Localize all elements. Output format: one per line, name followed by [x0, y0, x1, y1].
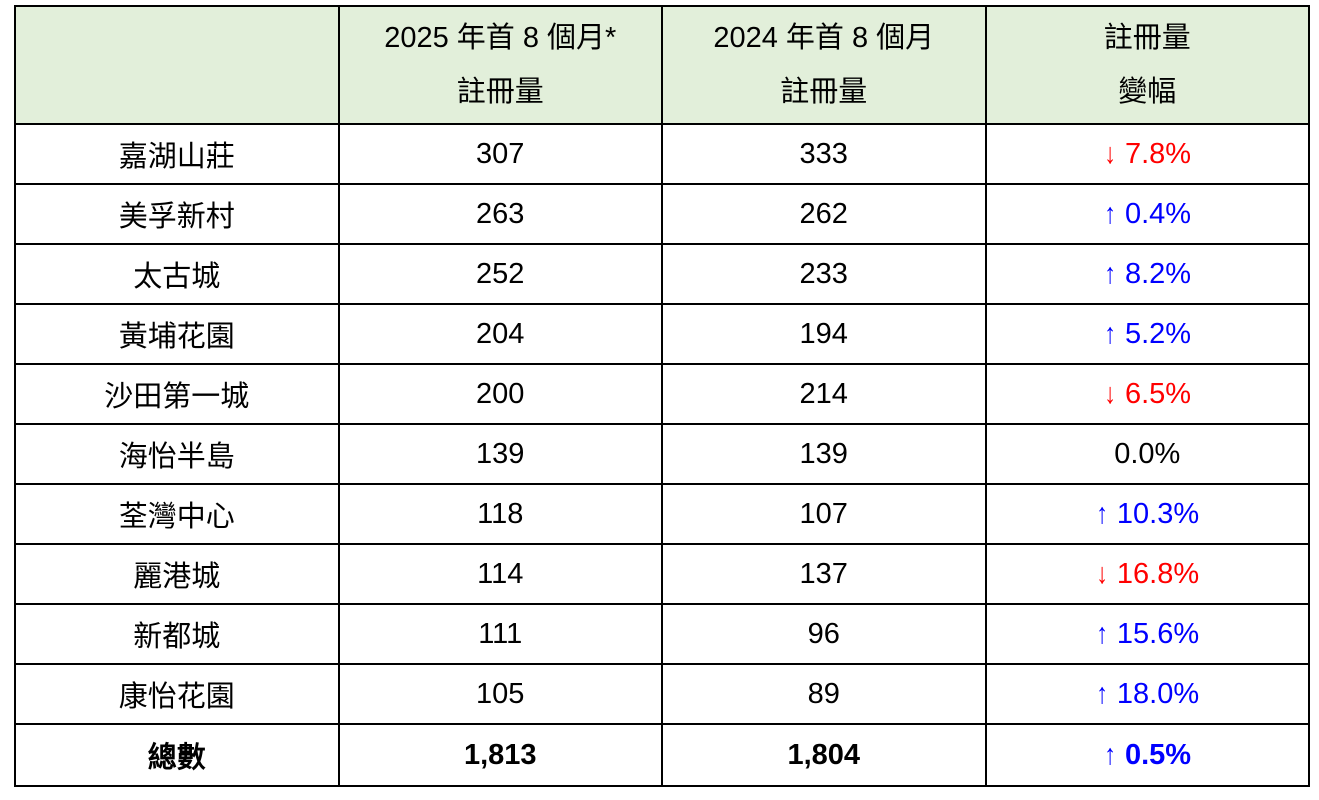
estate-name: 總數: [14, 723, 340, 787]
reg-2024-value: 233: [661, 243, 987, 305]
up-arrow-icon: ↑: [1104, 197, 1117, 230]
reg-2024-value: 1,804: [661, 723, 987, 787]
reg-2024-value: 194: [661, 303, 987, 365]
change-value: ↓ 16.8%: [984, 543, 1310, 605]
reg-2025-value: 114: [337, 543, 663, 605]
table-body: 嘉湖山莊 307 333 ↓ 7.8% 美孚新村 263 262 ↑ 0.4% 太古城 252 233 ↑…: [14, 123, 1310, 787]
registration-table: 2025 年首 8 個月* 註冊量 2024 年首 8 個月 註冊量 註冊量 變…: [14, 5, 1310, 787]
down-arrow-icon: ↓: [1104, 137, 1117, 170]
table-header: 2025 年首 8 個月* 註冊量 2024 年首 8 個月 註冊量 註冊量 變…: [14, 5, 1310, 125]
reg-2025-value: 139: [337, 423, 663, 485]
up-arrow-icon: ↑: [1104, 317, 1117, 350]
reg-2024-value: 89: [661, 663, 987, 725]
change-value: ↑ 8.2%: [984, 243, 1310, 305]
header-reg-2024: 2024 年首 8 個月 註冊量: [661, 5, 987, 125]
header-line: 註冊量: [456, 76, 544, 108]
change-value: ↑ 18.0%: [984, 663, 1310, 725]
estate-name: 嘉湖山莊: [14, 123, 340, 185]
header-line: 2025 年首 8 個月*: [384, 22, 617, 54]
down-arrow-icon: ↓: [1104, 377, 1117, 410]
estate-name: 荃灣中心: [14, 483, 340, 545]
reg-2025-value: 307: [337, 123, 663, 185]
reg-2024-value: 137: [661, 543, 987, 605]
change-value: ↓ 6.5%: [984, 363, 1310, 425]
up-arrow-icon: ↑: [1104, 257, 1117, 290]
reg-2024-value: 333: [661, 123, 987, 185]
estate-name: 沙田第一城: [14, 363, 340, 425]
estate-name: 海怡半島: [14, 423, 340, 485]
down-arrow-icon: ↓: [1096, 557, 1109, 590]
up-arrow-icon: ↑: [1104, 738, 1117, 771]
change-value: ↑ 5.2%: [984, 303, 1310, 365]
up-arrow-icon: ↑: [1096, 677, 1109, 710]
table-row: 嘉湖山莊 307 333 ↓ 7.8%: [14, 123, 1310, 185]
header-line: 變幅: [1118, 76, 1177, 108]
reg-2025-value: 204: [337, 303, 663, 365]
change-value: ↓ 7.8%: [984, 123, 1310, 185]
header-line: [17, 38, 337, 92]
header-estate-blank: [14, 5, 340, 125]
change-value: ↑ 0.5%: [984, 723, 1310, 787]
header-reg-2025: 2025 年首 8 個月* 註冊量: [337, 5, 663, 125]
change-value: ↑ 10.3%: [984, 483, 1310, 545]
table-row: 黃埔花園 204 194 ↑ 5.2%: [14, 303, 1310, 365]
header-line: 2024 年首 8 個月: [713, 22, 935, 54]
table-row: 沙田第一城 200 214 ↓ 6.5%: [14, 363, 1310, 425]
header-change: 註冊量 變幅: [984, 5, 1310, 125]
header-row: 2025 年首 8 個月* 註冊量 2024 年首 8 個月 註冊量 註冊量 變…: [14, 5, 1310, 125]
table-row: 康怡花園 105 89 ↑ 18.0%: [14, 663, 1310, 725]
table-row: 荃灣中心 118 107 ↑ 10.3%: [14, 483, 1310, 545]
estate-name: 太古城: [14, 243, 340, 305]
reg-2024-value: 214: [661, 363, 987, 425]
table-row: 新都城 111 96 ↑ 15.6%: [14, 603, 1310, 665]
reg-2025-value: 252: [337, 243, 663, 305]
change-value: ↑ 0.4%: [984, 183, 1310, 245]
table-row: 海怡半島 139 139 0.0%: [14, 423, 1310, 485]
header-line: 註冊量: [1103, 22, 1191, 54]
reg-2025-value: 118: [337, 483, 663, 545]
reg-2025-value: 263: [337, 183, 663, 245]
change-value: 0.0%: [984, 423, 1310, 485]
reg-2025-value: 200: [337, 363, 663, 425]
up-arrow-icon: ↑: [1096, 497, 1109, 530]
reg-2024-value: 107: [661, 483, 987, 545]
estate-name: 康怡花園: [14, 663, 340, 725]
estate-name: 美孚新村: [14, 183, 340, 245]
reg-2024-value: 262: [661, 183, 987, 245]
table-row: 太古城 252 233 ↑ 8.2%: [14, 243, 1310, 305]
estate-name: 黃埔花園: [14, 303, 340, 365]
table-row: 麗港城 114 137 ↓ 16.8%: [14, 543, 1310, 605]
reg-2025-value: 105: [337, 663, 663, 725]
reg-2024-value: 139: [661, 423, 987, 485]
header-line: 註冊量: [780, 76, 868, 108]
table-row: 美孚新村 263 262 ↑ 0.4%: [14, 183, 1310, 245]
up-arrow-icon: ↑: [1096, 617, 1109, 650]
total-row: 總數 1,813 1,804 ↑ 0.5%: [14, 723, 1310, 787]
reg-2025-value: 111: [337, 603, 663, 665]
reg-2025-value: 1,813: [337, 723, 663, 787]
change-value: ↑ 15.6%: [984, 603, 1310, 665]
estate-name: 麗港城: [14, 543, 340, 605]
reg-2024-value: 96: [661, 603, 987, 665]
estate-name: 新都城: [14, 603, 340, 665]
